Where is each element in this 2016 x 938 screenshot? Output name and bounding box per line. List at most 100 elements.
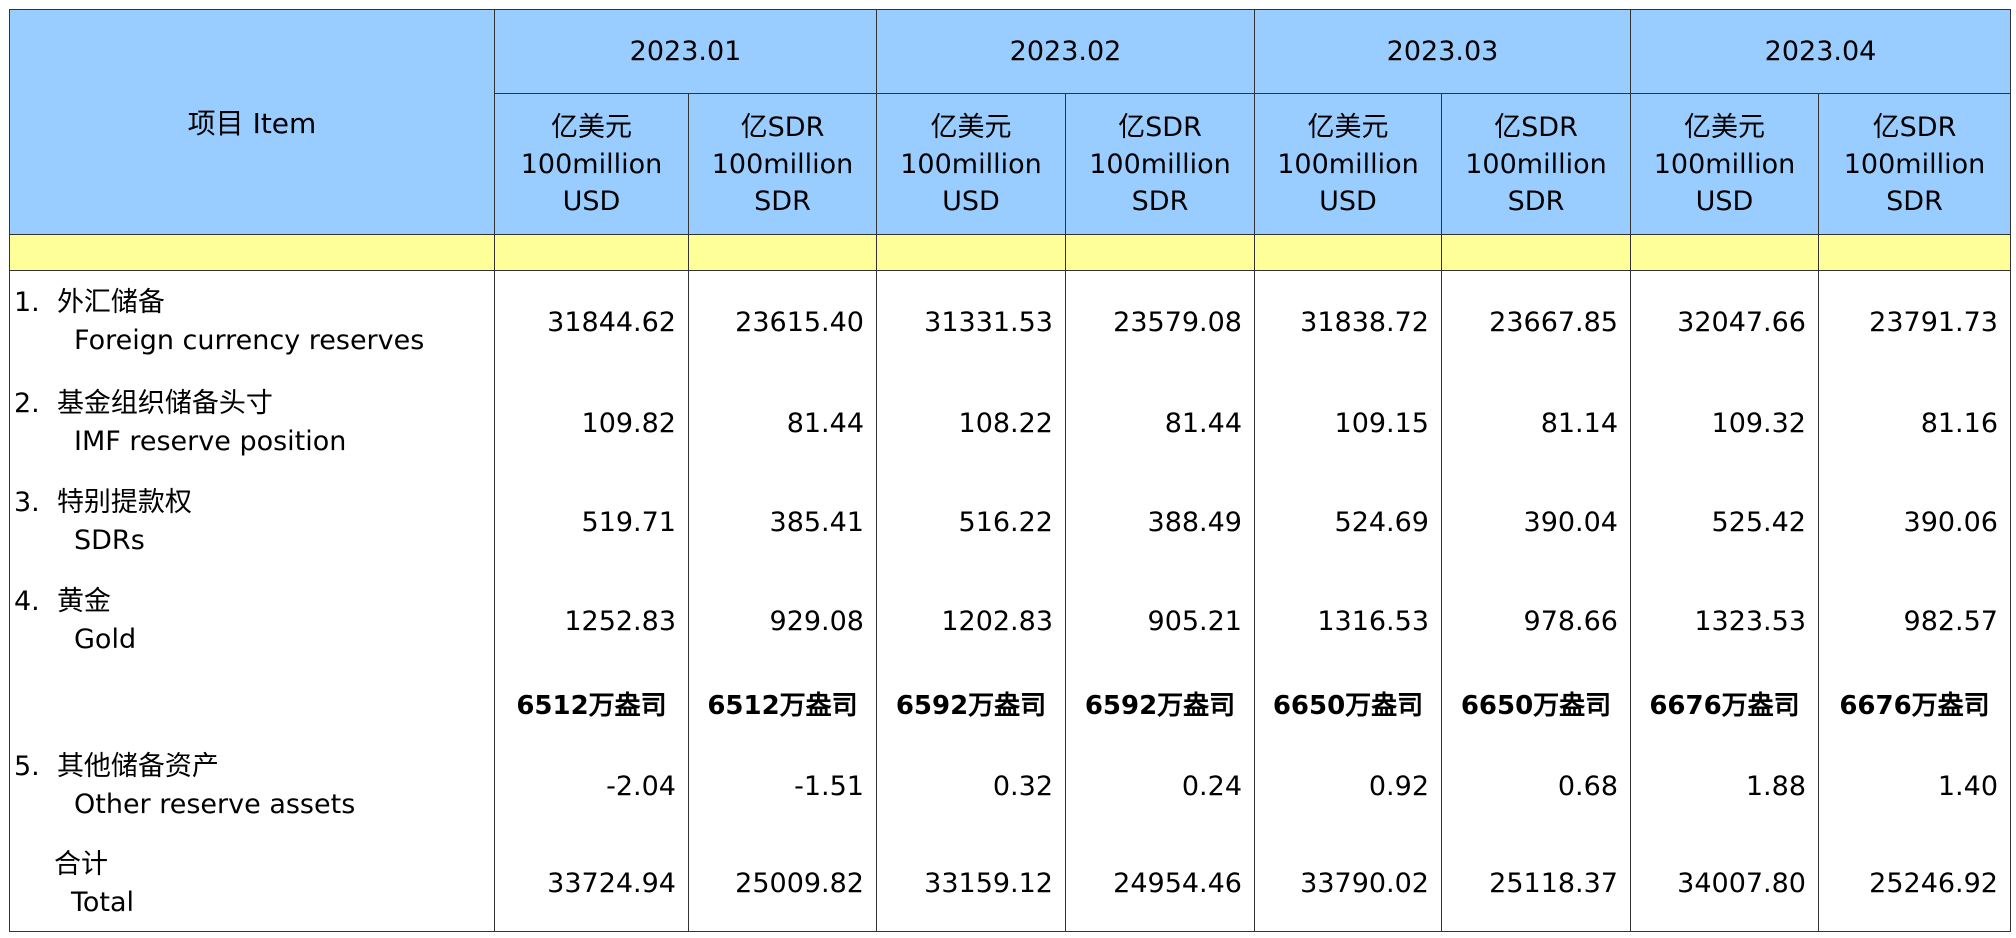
- table-row: 亿美元 100million USD 亿SDR 100million SDR 亿美元 100m…: [10, 93, 2011, 235]
- value-cell: 982.57: [1818, 571, 2011, 671]
- unit-header: 亿SDR 100million SDR: [688, 93, 877, 235]
- unit-line: 亿美元: [1307, 111, 1389, 143]
- value-cell: 516.22: [876, 472, 1066, 572]
- value-cell: 24954.46: [1065, 836, 1255, 932]
- table-row: 合计 Total 33724.94 25009.82 33159.12 24954.46 3…: [9, 836, 2011, 932]
- value-cell: 25246.92: [1818, 836, 2011, 932]
- row-label: 2. 基金组织储备头寸 IMF reserve position: [9, 373, 495, 473]
- ounces-cell: 6592万盎司: [876, 670, 1066, 736]
- label-en: Total: [71, 886, 135, 918]
- period-header: 2023.03: [1254, 9, 1631, 94]
- value-cell: 0.32: [876, 735, 1066, 837]
- table-row: 3. 特别提款权 SDRs 519.71 385.41 516.22 388.49 524.…: [9, 472, 2011, 572]
- unit-line: USD: [1319, 185, 1377, 217]
- table-row: 项目 Item 2023.01 2023.02 2023.03 2023.04: [9, 9, 2011, 235]
- value-cell: 81.14: [1441, 373, 1631, 473]
- ounces-cell: 6676万盎司: [1630, 670, 1819, 736]
- value-cell: 81.44: [1065, 373, 1255, 473]
- spacer-cell: [9, 234, 495, 271]
- ounces-cell: 6650万盎司: [1254, 670, 1442, 736]
- ounces-cell: 6650万盎司: [1441, 670, 1631, 736]
- value-cell: 929.08: [688, 571, 877, 671]
- value-cell: 31844.62: [494, 270, 689, 374]
- label-zh: 其他储备资产: [56, 751, 219, 782]
- value-cell: 1316.53: [1254, 571, 1442, 671]
- table-row: [9, 234, 2011, 271]
- value-cell: 1252.83: [494, 571, 689, 671]
- value-cell: 385.41: [688, 472, 877, 572]
- row-label: 1. 外汇储备 Foreign currency reserves: [9, 270, 495, 374]
- table-row: 4. 黄金 Gold 1252.83 929.08 1202.83 905.21 1316.…: [9, 571, 2011, 671]
- value-cell: 525.42: [1630, 472, 1819, 572]
- label-en: SDRs: [74, 525, 145, 556]
- ounces-cell: 6676万盎司: [1818, 670, 2011, 736]
- row-number: 3.: [14, 487, 40, 518]
- unit-line: SDR: [1886, 185, 1943, 217]
- ounces-cell: 6592万盎司: [1065, 670, 1255, 736]
- label-zh-line: 4. 黄金: [14, 583, 494, 621]
- unit-line: 亿美元: [930, 111, 1012, 143]
- value-cell: 25009.82: [688, 836, 877, 932]
- unit-header: 亿美元 100million USD: [494, 93, 689, 235]
- spacer-cell: [1441, 234, 1631, 271]
- spacer-cell: [1065, 234, 1255, 271]
- label-en: Foreign currency reserves: [74, 325, 425, 357]
- value-cell: 31331.53: [876, 270, 1066, 374]
- value-cell: 31838.72: [1254, 270, 1442, 374]
- value-cell: 33790.02: [1254, 836, 1442, 932]
- value-cell: 108.22: [876, 373, 1066, 473]
- row-label: 3. 特别提款权 SDRs: [9, 472, 495, 572]
- label-zh-line: 2. 基金组织储备头寸: [14, 385, 494, 423]
- label-zh-line: 1. 外汇储备: [14, 284, 494, 322]
- label-en: Other reserve assets: [74, 789, 356, 820]
- value-cell: 23791.73: [1818, 270, 2011, 374]
- value-cell: 905.21: [1065, 571, 1255, 671]
- label-zh: 外汇储备: [56, 287, 165, 319]
- row-number: 1.: [14, 287, 40, 319]
- table-row: 5. 其他储备资产 Other reserve assets -2.04 -1.51 0…: [9, 735, 2011, 837]
- label-zh: 基金组织储备头寸: [56, 388, 273, 419]
- spacer-cell: [876, 234, 1066, 271]
- label-zh-line: 合计: [14, 846, 494, 884]
- unit-header: 亿美元 100million USD: [876, 93, 1066, 235]
- value-cell: 23579.08: [1065, 270, 1255, 374]
- unit-line: USD: [562, 185, 621, 217]
- value-cell: 524.69: [1254, 472, 1442, 572]
- unit-line: 亿SDR: [1494, 111, 1578, 143]
- spacer-cell: [494, 234, 689, 271]
- unit-line: SDR: [1131, 185, 1189, 217]
- value-cell: 23615.40: [688, 270, 877, 374]
- spacer-cell: [1630, 234, 1819, 271]
- unit-line: 100million: [520, 148, 663, 180]
- unit-line: 100million: [711, 148, 854, 180]
- unit-line: 亿美元: [1684, 111, 1765, 143]
- label-zh: 合计: [54, 848, 108, 880]
- value-cell: 0.92: [1254, 735, 1442, 837]
- value-cell: 1323.53: [1630, 571, 1819, 671]
- value-cell: 0.68: [1441, 735, 1631, 837]
- value-cell: 32047.66: [1630, 270, 1819, 374]
- table-row: 1. 外汇储备 Foreign currency reserves 31844.62…: [9, 270, 2011, 374]
- label-en: IMF reserve position: [74, 426, 347, 457]
- unit-line: 亿SDR: [740, 111, 825, 143]
- unit-header: 亿SDR 100million SDR: [1065, 93, 1255, 235]
- value-cell: 388.49: [1065, 472, 1255, 572]
- row-label: 5. 其他储备资产 Other reserve assets: [9, 735, 495, 837]
- label-zh-line: 3. 特别提款权: [14, 484, 494, 522]
- row-number: 2.: [14, 388, 40, 419]
- period-header: 2023.01: [494, 9, 877, 94]
- unit-line: SDR: [1507, 185, 1565, 217]
- value-cell: 81.16: [1818, 373, 2011, 473]
- value-cell: -1.51: [688, 735, 877, 837]
- unit-header: 亿美元 100million USD: [1254, 93, 1442, 235]
- unit-line: 100million: [1653, 148, 1796, 180]
- value-cell: 81.44: [688, 373, 877, 473]
- unit-header: 亿SDR 100million SDR: [1818, 93, 2011, 235]
- value-cell: 109.82: [494, 373, 689, 473]
- unit-line: 100million: [1843, 148, 1986, 180]
- table-row: 6512万盎司 6512万盎司 6592万盎司 6592万盎司 6650万盎司 6650万…: [9, 670, 2011, 736]
- spacer-cell: [1818, 234, 2011, 271]
- period-header: 2023.02: [876, 9, 1255, 94]
- unit-line: 亿SDR: [1872, 111, 1957, 143]
